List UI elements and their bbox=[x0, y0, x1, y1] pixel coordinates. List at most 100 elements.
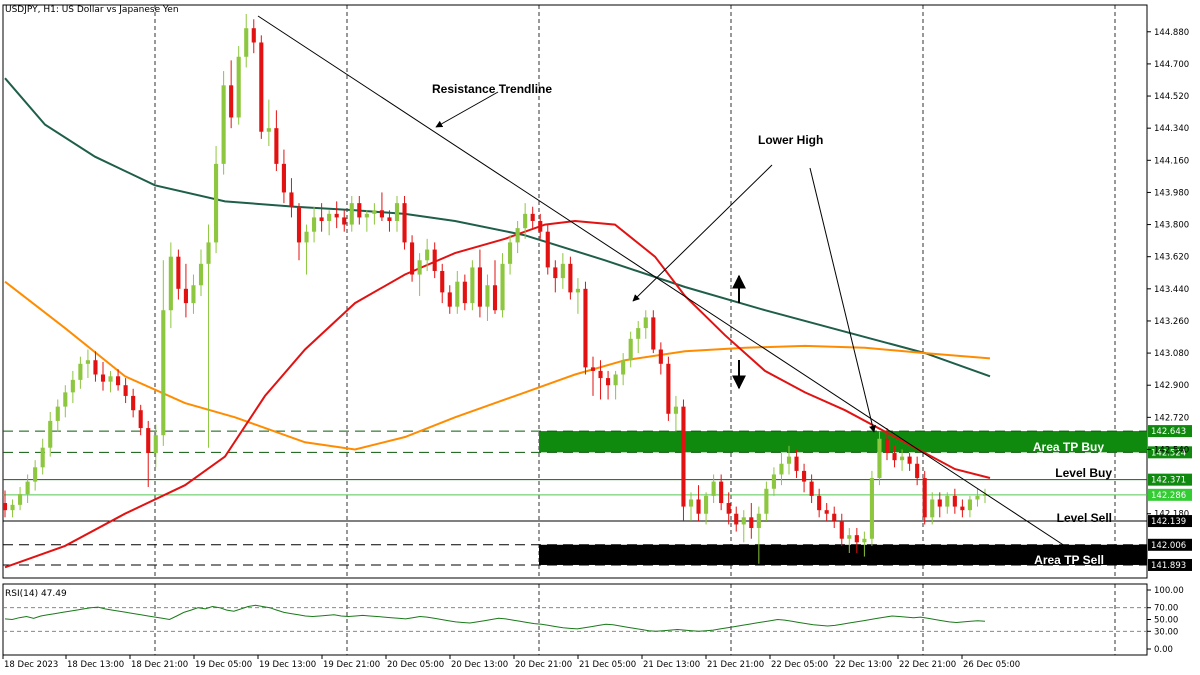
moving-average-line bbox=[4, 219, 991, 569]
time-tick-label: 19 Dec 13:00 bbox=[259, 660, 316, 670]
candle bbox=[583, 281, 588, 375]
candle bbox=[70, 370, 75, 404]
level-price-tag-label: 142.286 bbox=[1151, 491, 1186, 501]
candle bbox=[281, 149, 286, 204]
candle bbox=[779, 453, 784, 486]
candle bbox=[440, 263, 445, 304]
candle bbox=[839, 513, 844, 546]
candle bbox=[530, 206, 535, 229]
moving-average-line bbox=[4, 280, 991, 451]
price-tick-label: 143.980 bbox=[1154, 188, 1189, 198]
time-tick-label: 22 Dec 05:00 bbox=[771, 660, 828, 670]
level-label-buy: Level Buy bbox=[1055, 466, 1112, 480]
candle bbox=[402, 196, 407, 250]
candle bbox=[741, 510, 746, 543]
candle bbox=[726, 492, 731, 525]
candle bbox=[100, 362, 106, 391]
candle bbox=[824, 503, 829, 521]
trendline-pointer-arrow bbox=[435, 91, 499, 128]
annotation-resistance-trendline: Resistance Trendline bbox=[432, 82, 552, 96]
moving-average-line bbox=[4, 77, 991, 378]
candle bbox=[975, 488, 980, 507]
candle bbox=[48, 411, 53, 457]
candle bbox=[18, 486, 23, 511]
time-tick-label: 18 Dec 21:00 bbox=[131, 660, 188, 670]
candle bbox=[719, 474, 724, 511]
price-tick-label: 142.900 bbox=[1154, 381, 1189, 391]
candle bbox=[982, 488, 988, 504]
price-tick-label: 144.520 bbox=[1154, 92, 1189, 102]
price-tick-label: 143.440 bbox=[1154, 285, 1189, 295]
candle bbox=[809, 474, 814, 504]
time-tick-label: 18 Dec 2023 bbox=[4, 660, 58, 670]
candle bbox=[907, 453, 912, 471]
resistance-trendline bbox=[257, 15, 1069, 549]
candle bbox=[538, 213, 543, 239]
candle bbox=[432, 242, 437, 279]
price-tick-label: 142.720 bbox=[1154, 413, 1189, 423]
level-price-tag-label: 142.524 bbox=[1151, 448, 1186, 458]
price-tick-label: 144.160 bbox=[1154, 156, 1189, 166]
chart-title: USDJPY, H1: US Dollar vs Japanese Yen bbox=[5, 5, 179, 15]
candle bbox=[198, 249, 204, 296]
candle bbox=[33, 460, 38, 491]
level-price-tag-label: 142.643 bbox=[1151, 427, 1186, 437]
candle bbox=[545, 224, 550, 275]
price-tick-label: 143.260 bbox=[1154, 317, 1189, 327]
candle bbox=[967, 495, 972, 518]
candle bbox=[93, 351, 98, 382]
candle bbox=[568, 256, 573, 300]
candle bbox=[598, 360, 603, 400]
candle bbox=[636, 320, 641, 354]
candle bbox=[153, 424, 158, 468]
price-tick-label: 143.800 bbox=[1154, 221, 1189, 231]
candle bbox=[266, 99, 271, 147]
candle bbox=[296, 203, 302, 261]
candle bbox=[734, 506, 739, 532]
candle bbox=[410, 235, 415, 282]
level-price-tag bbox=[1148, 538, 1192, 551]
price-tick-label: 144.880 bbox=[1154, 28, 1189, 38]
candle bbox=[146, 420, 151, 487]
level-price-tag bbox=[1148, 558, 1192, 571]
candle bbox=[85, 349, 90, 379]
rsi-line bbox=[4, 604, 986, 632]
candle bbox=[55, 399, 60, 432]
candle bbox=[191, 274, 196, 314]
candle bbox=[138, 404, 143, 436]
candle bbox=[455, 270, 460, 314]
candle bbox=[696, 485, 701, 521]
candle bbox=[379, 192, 384, 221]
candle bbox=[63, 385, 68, 418]
candle bbox=[251, 19, 256, 54]
candle bbox=[2, 490, 8, 518]
candle bbox=[515, 220, 520, 254]
candle bbox=[688, 492, 694, 521]
candle bbox=[229, 60, 234, 129]
candle bbox=[643, 310, 648, 339]
time-tick-label: 22 Dec 21:00 bbox=[899, 660, 956, 670]
candle bbox=[613, 370, 618, 400]
candle bbox=[666, 356, 671, 421]
candle bbox=[590, 356, 596, 396]
price-tick-label: 142.540 bbox=[1154, 445, 1189, 455]
candle bbox=[214, 146, 219, 254]
candle bbox=[131, 388, 136, 418]
candle bbox=[221, 71, 226, 175]
time-tick-label: 18 Dec 13:00 bbox=[67, 660, 124, 670]
candle bbox=[704, 492, 709, 525]
level-price-tag-label: 142.006 bbox=[1151, 541, 1186, 551]
candle bbox=[312, 206, 317, 243]
time-tick-label: 19 Dec 21:00 bbox=[323, 660, 380, 670]
candle bbox=[862, 531, 867, 557]
candle bbox=[116, 369, 121, 391]
candle bbox=[342, 210, 347, 232]
candle bbox=[394, 196, 400, 232]
candle bbox=[25, 474, 30, 504]
price-tick-label: 142.180 bbox=[1154, 510, 1189, 520]
candle bbox=[960, 499, 965, 518]
candle bbox=[161, 260, 166, 446]
rsi-tick-label: 30.00 bbox=[1154, 627, 1178, 637]
candle bbox=[847, 528, 852, 554]
